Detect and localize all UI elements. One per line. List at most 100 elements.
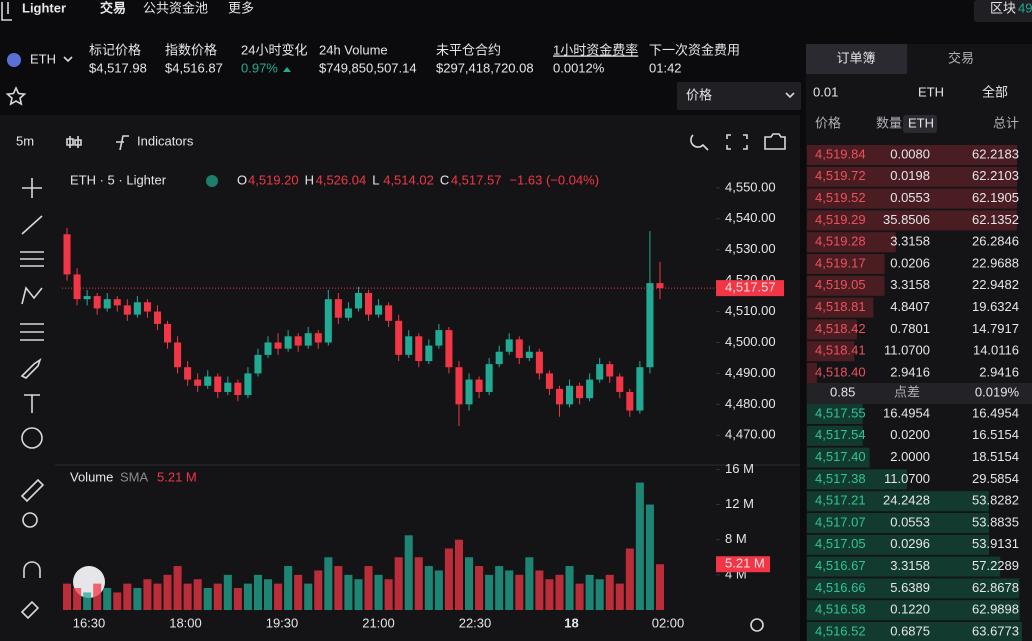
volume-bar [223, 574, 232, 610]
stat-label: 标记价格 [89, 42, 141, 57]
crosshair-tool[interactable] [22, 178, 42, 198]
volume-bar [243, 583, 252, 610]
volume-bar [354, 579, 363, 610]
candle-body [475, 379, 483, 392]
trend-tool[interactable] [21, 215, 43, 235]
snapshot-icon[interactable] [764, 133, 786, 150]
y-tick-label: 4,530.00 [725, 241, 776, 256]
candle-body [143, 302, 151, 312]
block-label: 区块 [990, 0, 1016, 15]
volume-bar [404, 535, 413, 610]
stat-label: 24小时变化 [241, 42, 307, 57]
zoom-tool[interactable] [22, 512, 38, 528]
ohlc-key: O [237, 172, 247, 187]
size: 3.3158 [890, 277, 930, 292]
total: 14.0116 [973, 343, 1019, 358]
spread-row [807, 383, 1032, 404]
candle-body [465, 379, 473, 405]
text-tool[interactable] [24, 394, 40, 413]
symbol[interactable]: ETH [30, 51, 56, 66]
tick-size[interactable]: 0.01 [813, 84, 838, 99]
depth-bar [807, 188, 1017, 209]
volume-bar [374, 574, 383, 610]
volume-bar [324, 557, 333, 610]
total: 22.9482 [972, 277, 1019, 292]
x-tick-label: 16:30 [73, 615, 106, 630]
tab[interactable]: 交易 [948, 50, 974, 65]
nav-item[interactable]: 交易 [100, 0, 126, 15]
price: 4,519.52 [815, 190, 866, 205]
stat-value: $749,850,507.14 [319, 60, 417, 75]
ohlc-key: H [305, 172, 314, 187]
price: 4,518.42 [815, 321, 866, 336]
indicators-button[interactable]: Indicators [137, 133, 194, 148]
asset-chip[interactable] [903, 115, 937, 133]
tab-active[interactable] [806, 44, 907, 74]
fx-icon[interactable] [116, 135, 129, 151]
depth-bar [807, 254, 885, 274]
price: 4,519.05 [815, 277, 866, 292]
alert-icon[interactable] [690, 134, 709, 151]
asset-select[interactable]: ETH [918, 84, 944, 99]
magnet-tool[interactable] [23, 561, 41, 578]
candle-body [194, 379, 202, 386]
candle-body [525, 351, 533, 358]
candle-body [636, 367, 644, 411]
ohlc-value: 4,517.57 [451, 172, 502, 187]
nav-item[interactable]: 公共资金池 [143, 0, 208, 15]
stat-label: 下一次资金费用 [649, 42, 740, 57]
candle-body [606, 364, 614, 377]
y-tick-label: 4,540.00 [725, 210, 776, 225]
candle-body [103, 299, 111, 309]
volume-bar [535, 570, 544, 610]
price: 4,519.29 [815, 212, 866, 227]
volume-bar [545, 579, 554, 610]
volume-bar [575, 583, 584, 610]
volume-bar [253, 574, 262, 610]
volume-bar [384, 579, 393, 610]
x-tick-label: 18 [564, 615, 578, 630]
nav-item[interactable]: 更多 [228, 0, 254, 15]
last-price-label: 4,517.57 [725, 280, 776, 295]
chart-type-icon[interactable] [66, 136, 82, 148]
tab[interactable]: 订单簿 [836, 50, 875, 65]
timeframe[interactable]: 5m [16, 133, 34, 148]
size: 3.3158 [890, 558, 930, 573]
sort-select[interactable]: 价格 [686, 87, 712, 102]
total: 14.7917 [972, 321, 1019, 336]
fullscreen-icon[interactable] [726, 134, 748, 150]
drawing-toolbar [20, 178, 45, 620]
brush-tool[interactable] [20, 358, 42, 379]
select-box[interactable] [677, 82, 801, 110]
lock-tool[interactable] [20, 600, 40, 620]
x-tick-label: 19:30 [266, 615, 299, 630]
size: 0.1220 [890, 602, 930, 617]
header-asset[interactable]: ETH [908, 115, 934, 130]
depth-bar [807, 166, 1018, 187]
volume-bar [173, 566, 182, 610]
depth-bar [807, 363, 817, 383]
volume-bar [434, 570, 443, 610]
candle-body [385, 305, 393, 321]
spread-label: 点差 [894, 384, 920, 399]
pattern-tool[interactable] [21, 286, 43, 305]
filter-select[interactable]: 全部 [982, 84, 1008, 99]
favorite-icon[interactable] [5, 86, 27, 106]
volume-bar [635, 482, 644, 610]
candle-body [314, 333, 322, 343]
price: 4,516.67 [815, 558, 866, 573]
candle-body [153, 311, 161, 324]
ruler-tool[interactable] [20, 478, 45, 503]
candle-body [73, 274, 81, 300]
candle-body [304, 333, 312, 346]
y-tick-label: 4,550.00 [725, 179, 776, 194]
fib-tool[interactable] [20, 251, 44, 267]
ohlc-key: C [440, 172, 449, 187]
candle-body [375, 305, 383, 315]
emoji-tool[interactable] [21, 427, 43, 449]
brand[interactable]: Lighter [22, 0, 66, 15]
measure-tool[interactable] [20, 323, 44, 341]
volume-bar [213, 583, 222, 610]
candle-body [656, 283, 664, 289]
settings-icon[interactable] [750, 618, 764, 632]
